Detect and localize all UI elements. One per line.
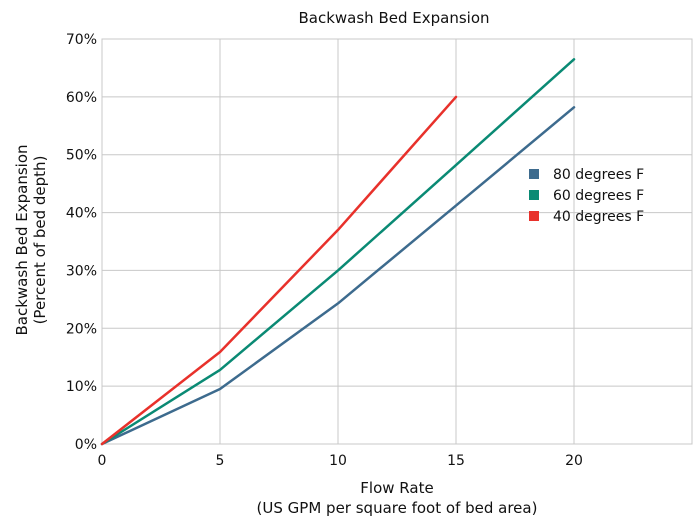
y-tick-label: 0% bbox=[75, 437, 97, 453]
y-tick-label: 70% bbox=[66, 32, 97, 48]
legend-label: 80 degrees F bbox=[553, 167, 644, 183]
y-tick-label: 20% bbox=[66, 321, 97, 337]
series-line-80-degrees-f bbox=[100, 106, 576, 446]
y-tick-label: 40% bbox=[66, 206, 97, 222]
legend-swatch bbox=[529, 190, 539, 200]
legend: 80 degrees F 60 degrees F 40 degrees F bbox=[529, 167, 644, 225]
x-axis-label: (US GPM per square foot of bed area) bbox=[257, 499, 538, 517]
y-tick-label: 50% bbox=[66, 148, 97, 164]
series-line-40-degrees-f bbox=[100, 95, 458, 446]
legend-label: 40 degrees F bbox=[553, 209, 644, 225]
y-axis-label: Backwash Bed Expansion bbox=[13, 144, 31, 335]
grid-lines bbox=[101, 38, 692, 445]
y-tick-label: 10% bbox=[66, 379, 97, 395]
x-tick-label: 5 bbox=[216, 453, 225, 469]
axis-labels: Flow Rate (US GPM per square foot of bed … bbox=[13, 144, 537, 517]
y-axis-label: (Percent of bed depth) bbox=[31, 156, 49, 325]
axes bbox=[101, 38, 693, 445]
legend-swatch bbox=[529, 169, 539, 179]
series-line-60-degrees-f bbox=[100, 58, 576, 446]
x-tick-label: 15 bbox=[447, 453, 465, 469]
chart-title: Backwash Bed Expansion bbox=[298, 9, 489, 27]
y-tick-label: 60% bbox=[66, 90, 97, 106]
x-tick-label: 10 bbox=[329, 453, 347, 469]
legend-swatch bbox=[529, 211, 539, 221]
legend-label: 60 degrees F bbox=[553, 188, 644, 204]
series-lines bbox=[100, 58, 576, 446]
x-tick-label: 0 bbox=[98, 453, 107, 469]
plot-frame bbox=[101, 38, 693, 445]
x-tick-label: 20 bbox=[565, 453, 583, 469]
x-axis-label: Flow Rate bbox=[360, 479, 433, 497]
y-tick-label: 30% bbox=[66, 263, 97, 279]
tick-labels: 0% 10% 20% 30% 40% 50% 60% 70% 0 5 10 15 20 bbox=[66, 32, 583, 469]
